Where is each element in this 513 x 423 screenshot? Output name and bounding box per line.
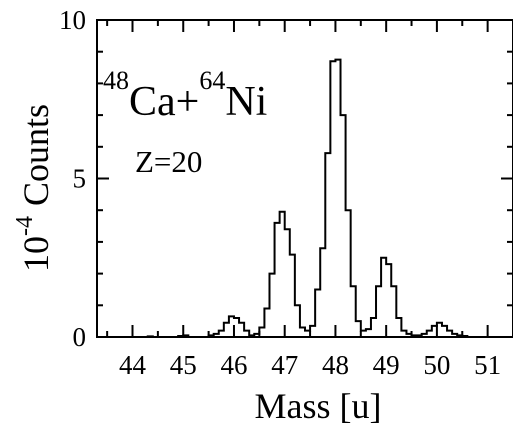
x-tick-label: 48 bbox=[322, 350, 349, 380]
x-tick-label: 44 bbox=[119, 350, 147, 380]
x-tick-label: 49 bbox=[373, 350, 400, 380]
plot-frame bbox=[96, 19, 513, 338]
z-label: Z=20 bbox=[135, 144, 202, 179]
target-mass-number: 48 bbox=[103, 66, 129, 95]
x-tick-label: 45 bbox=[170, 350, 197, 380]
y-tick-label: 10 bbox=[59, 5, 86, 35]
projectile-mass-number: 64 bbox=[199, 66, 225, 95]
x-axis-label: Mass [u] bbox=[255, 386, 382, 423]
x-tick-label: 50 bbox=[423, 350, 450, 380]
y-axis-label: 10-4 Counts bbox=[12, 104, 56, 272]
y-axis-exponent-base: 10 bbox=[16, 236, 56, 272]
projectile-symbol: Ni bbox=[225, 79, 267, 125]
x-tick-label: 47 bbox=[271, 350, 298, 380]
y-tick-label: 0 bbox=[73, 322, 87, 352]
x-tick-label: 51 bbox=[474, 350, 501, 380]
y-tick-label: 5 bbox=[73, 164, 87, 194]
y-axis-exponent: -4 bbox=[12, 216, 38, 236]
reaction-label: 48Ca+64Ni bbox=[103, 66, 267, 125]
y-axis-unit: Counts bbox=[16, 104, 56, 206]
x-tick-label: 46 bbox=[220, 350, 247, 380]
target-symbol: Ca+ bbox=[129, 79, 199, 125]
